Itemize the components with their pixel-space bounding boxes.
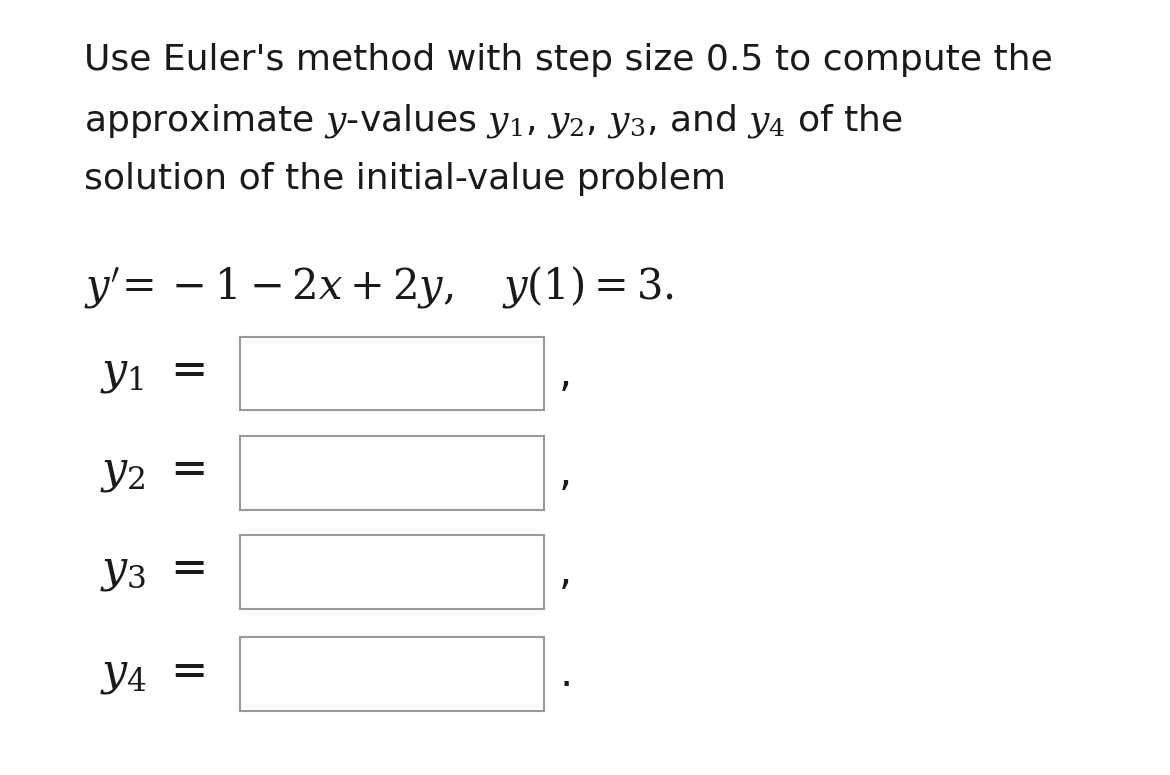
Text: $y_3$ $=$: $y_3$ $=$ bbox=[99, 550, 205, 594]
Text: ,: , bbox=[559, 353, 572, 394]
Text: $y_1$ $=$: $y_1$ $=$ bbox=[99, 352, 205, 395]
Text: $y_2$ $=$: $y_2$ $=$ bbox=[99, 451, 205, 494]
Text: ,: , bbox=[559, 551, 572, 593]
Text: $y_4$ $=$: $y_4$ $=$ bbox=[99, 653, 205, 696]
Text: Use Euler's method with step size 0.5 to compute the: Use Euler's method with step size 0.5 to… bbox=[84, 43, 1053, 77]
Text: solution of the initial-value problem: solution of the initial-value problem bbox=[84, 162, 727, 196]
Text: approximate $y$-values $y_1$, $y_2$, $y_3$, and $y_4$ of the: approximate $y$-values $y_1$, $y_2$, $y_… bbox=[84, 102, 903, 140]
Text: $y'\!= -1 - 2x + 2y, \quad y(1) = 3.$: $y'\!= -1 - 2x + 2y, \quad y(1) = 3.$ bbox=[84, 264, 674, 309]
Text: ,: , bbox=[559, 452, 572, 494]
Text: .: . bbox=[559, 653, 572, 695]
